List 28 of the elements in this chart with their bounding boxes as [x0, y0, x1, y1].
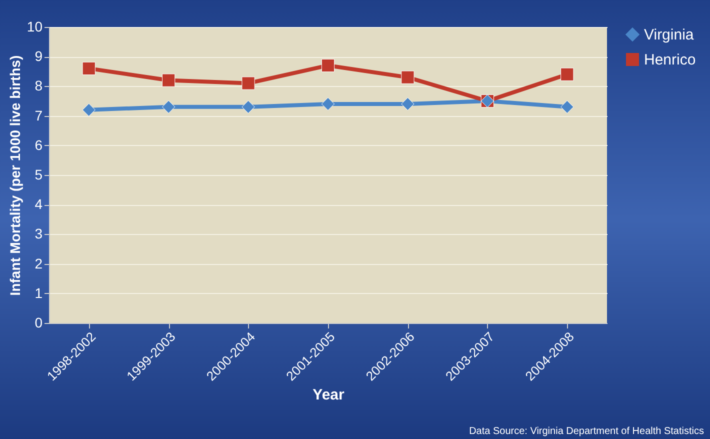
x-axis-title: Year — [312, 386, 345, 404]
legend-label: Henrico — [644, 52, 696, 68]
point — [162, 74, 176, 87]
y-tick-label: 9 — [34, 48, 43, 64]
point — [401, 70, 414, 84]
point — [82, 62, 96, 76]
y-tick-label: 7 — [34, 107, 43, 124]
y-axis-title: Infant Mortality (per 1000 live births) — [6, 55, 23, 296]
y-tick-label: 1 — [34, 284, 43, 301]
y-tick-label: 6 — [34, 136, 43, 153]
point — [560, 68, 574, 81]
point — [242, 76, 255, 90]
y-tick-label: 2 — [34, 255, 43, 272]
point — [321, 58, 335, 72]
point — [82, 103, 96, 116]
legend-label: Virginia — [644, 26, 694, 44]
point — [560, 100, 574, 114]
point — [401, 97, 414, 111]
point — [162, 100, 176, 114]
source-note: Data Source: Virginia Department of Health Statistics — [469, 426, 704, 437]
point — [242, 100, 255, 114]
y-tick-label: 3 — [34, 226, 43, 242]
y-tick-label: 4 — [34, 196, 43, 212]
y-tick-label: 0 — [34, 314, 43, 330]
y-tick-label: 5 — [34, 166, 43, 182]
y-tick-label: 8 — [34, 78, 43, 94]
point — [321, 97, 335, 111]
y-tick-label: 10 — [26, 18, 43, 34]
